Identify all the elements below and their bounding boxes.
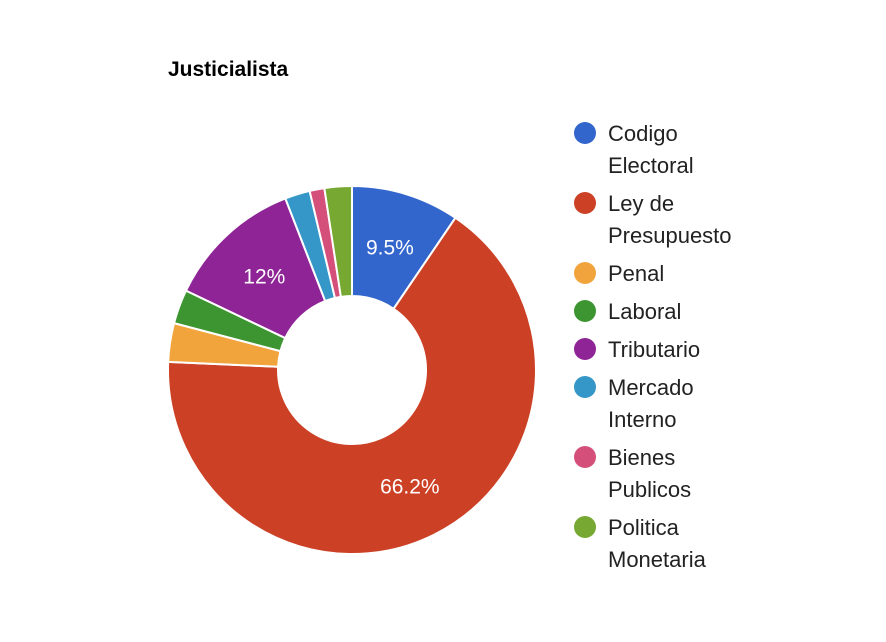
legend-item-1[interactable]: Ley de Presupuesto xyxy=(574,188,874,252)
legend-label-0: Codigo Electoral xyxy=(608,121,694,178)
legend-label-6: Bienes Publicos xyxy=(608,445,692,502)
legend-swatch-1 xyxy=(574,192,596,214)
legend-label-5: Mercado Interno xyxy=(608,375,694,432)
donut-slice-7[interactable] xyxy=(323,184,353,298)
legend-item-7[interactable]: Politica Monetaria xyxy=(574,512,874,576)
legend: Codigo Electoral Ley de Presupuesto Penal L… xyxy=(574,118,874,582)
legend-label-4: Tributario xyxy=(608,337,701,362)
legend-swatch-3 xyxy=(574,300,596,322)
slice-data-label-0: 9.5% xyxy=(366,237,414,260)
legend-item-4[interactable]: Tributario xyxy=(574,334,874,366)
legend-item-5[interactable]: Mercado Interno xyxy=(574,372,874,436)
legend-item-6[interactable]: Bienes Publicos xyxy=(574,442,874,506)
legend-item-0[interactable]: Codigo Electoral xyxy=(574,118,874,182)
slice-data-label-1: 66.2% xyxy=(380,475,440,498)
legend-swatch-0 xyxy=(574,122,596,144)
legend-swatch-4 xyxy=(574,338,596,360)
legend-label-3: Laboral xyxy=(608,299,682,324)
legend-swatch-2 xyxy=(574,262,596,284)
legend-item-2[interactable]: Penal xyxy=(574,258,874,290)
donut-slice-1[interactable] xyxy=(167,216,537,555)
legend-label-7: Politica Monetaria xyxy=(608,515,706,572)
legend-label-1: Ley de Presupuesto xyxy=(608,191,732,248)
legend-swatch-7 xyxy=(574,516,596,538)
legend-swatch-5 xyxy=(574,376,596,398)
donut-slice-4[interactable] xyxy=(184,197,327,340)
slice-data-label-4: 12% xyxy=(243,265,285,288)
legend-label-2: Penal xyxy=(608,261,665,286)
legend-swatch-6 xyxy=(574,446,596,468)
legend-item-3[interactable]: Laboral xyxy=(574,296,874,328)
chart-title: Justicialista xyxy=(168,58,289,81)
